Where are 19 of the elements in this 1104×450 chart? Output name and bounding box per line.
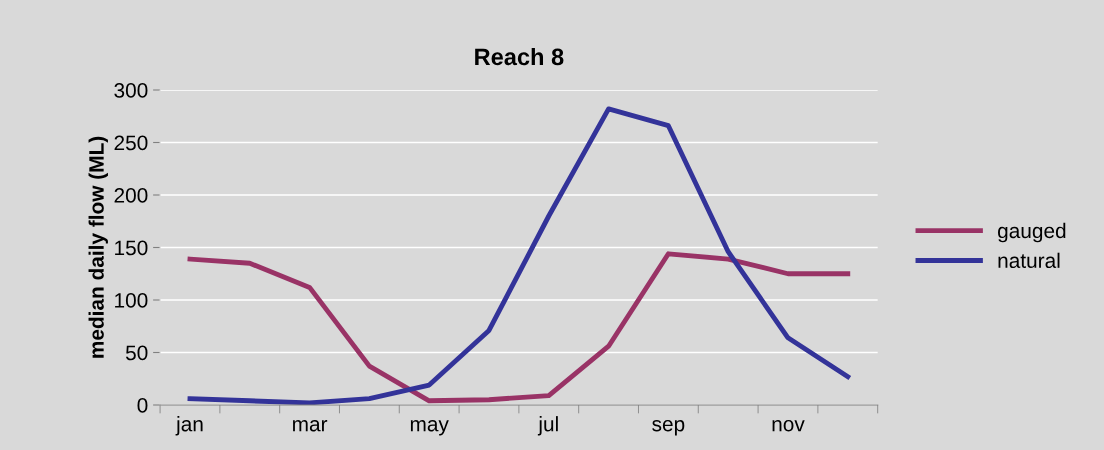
y-tick-label: 200 [114,188,148,203]
chart-title: Reach 8 [475,47,564,66]
y-tick-label: 250 [114,135,148,151]
x-tick-label: nov [772,420,805,432]
x-tick-label: mar [293,420,328,432]
y-tick-label: 0 [137,398,148,413]
x-tick-label: sep [652,420,685,436]
line-series [187,251,851,404]
legend-label: natural [998,252,1060,269]
y-tick-label: 50 [125,345,148,361]
y-tick-label: 300 [114,83,148,98]
legend-label: gauged [998,222,1066,243]
y-tick-label: 150 [115,240,148,256]
y-axis-title: median daily flow (ML) [88,136,108,358]
x-tick-label: jan [175,416,203,436]
y-tick-label: 100 [115,293,148,308]
line-series [187,106,851,405]
x-tick-label: jul [537,416,558,436]
x-tick-label: may [410,420,449,436]
